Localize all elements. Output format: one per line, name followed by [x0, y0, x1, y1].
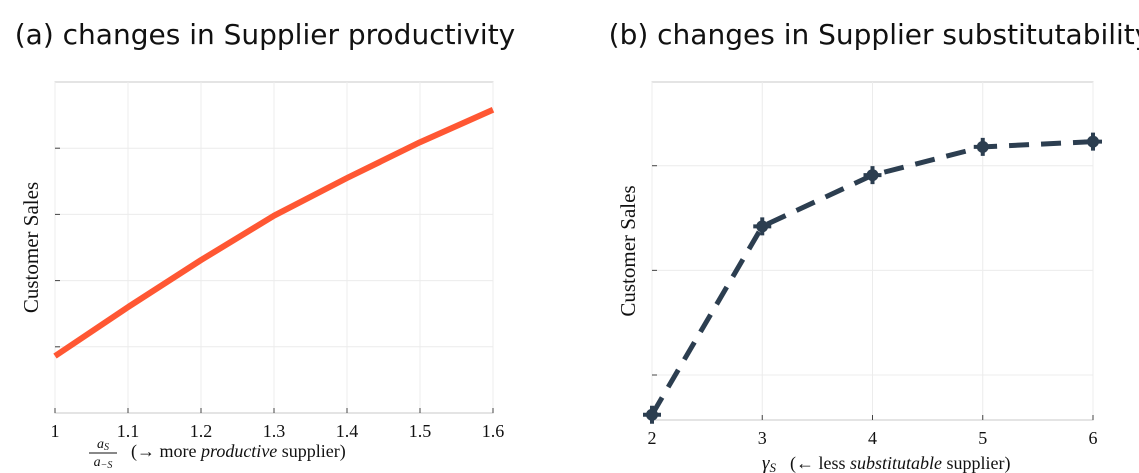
subscript: S [770, 460, 777, 473]
x-label-numerator: aS [97, 437, 109, 453]
x-axis-label: γS (← less substitutable supplier) [762, 453, 1011, 473]
x-tick-label: 3 [758, 428, 767, 448]
symbol: a [97, 437, 104, 452]
x-tick-label: 1.3 [263, 421, 286, 441]
symbol: a [94, 455, 101, 470]
marker-plus [1084, 132, 1102, 151]
x-label-part: productive [199, 441, 277, 461]
marker-plus [863, 166, 882, 185]
x-tick-label: 1.2 [190, 421, 213, 441]
x-tick-label: 2 [648, 428, 657, 448]
y-axis-label: Customer Sales [616, 185, 640, 316]
x-tick-label: 1.6 [482, 421, 505, 441]
point-marker [643, 405, 661, 424]
subscript: −S [101, 460, 113, 471]
x-label-part: substitutable [850, 453, 942, 473]
point-marker [973, 137, 992, 156]
symbol: γ [762, 453, 770, 473]
chart-title: (a) changes in Supplier productivity [15, 18, 516, 51]
x-label-part: (→ more [131, 441, 201, 462]
x-label-denominator: a−S [94, 455, 113, 471]
x-tick-label: 1 [51, 421, 60, 441]
x-tick-label: 4 [868, 428, 877, 448]
point-marker [863, 166, 882, 185]
x-label-part: supplier) [277, 441, 345, 462]
point-marker [1084, 132, 1102, 151]
x-tick-label: 5 [978, 428, 987, 448]
x-tick-label: 1.5 [409, 421, 432, 441]
y-axis-label: Customer Sales [19, 182, 43, 313]
marker-plus [753, 217, 772, 236]
series-line [53, 107, 495, 359]
marker-plus [643, 405, 661, 424]
x-tick-label: 1.1 [117, 421, 140, 441]
x-tick-label: 6 [1089, 428, 1098, 448]
x-axis-label: (→ more productive supplier) [131, 441, 346, 462]
subscript: S [104, 442, 109, 453]
x-tick-label: 1.4 [336, 421, 359, 441]
marker-plus [973, 137, 992, 156]
x-label-part: (← less [790, 453, 850, 473]
chart-title: (b) changes in Supplier substitutability [609, 18, 1139, 51]
x-label-part: supplier) [942, 453, 1010, 473]
point-marker [753, 217, 772, 236]
